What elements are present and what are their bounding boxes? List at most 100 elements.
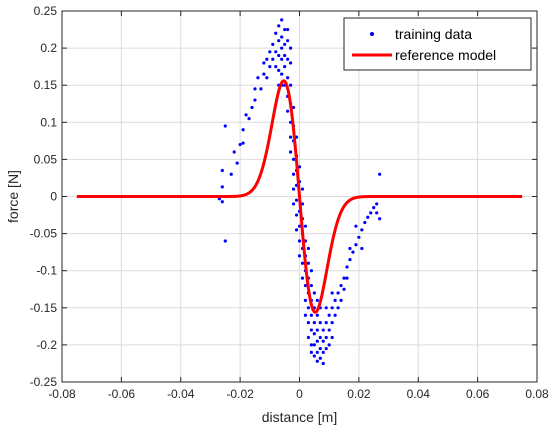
data-point: [294, 213, 299, 217]
y-tick-label: -0.05: [30, 227, 58, 241]
data-point: [291, 105, 296, 110]
data-point: [277, 24, 281, 28]
data-point: [330, 291, 334, 295]
x-axis-label: distance [m]: [262, 409, 337, 425]
data-point: [280, 18, 284, 22]
data-point: [271, 57, 275, 61]
data-point: [271, 42, 275, 46]
data-point: [351, 250, 355, 254]
data-point: [321, 339, 325, 343]
x-tick-label: 0.06: [466, 387, 490, 401]
data-point: [274, 65, 278, 69]
data-point: [318, 335, 322, 340]
data-point: [265, 76, 269, 80]
data-point: [348, 246, 352, 251]
data-point: [294, 198, 299, 202]
data-point: [348, 257, 352, 262]
data-point: [288, 83, 293, 87]
data-point: [259, 87, 263, 91]
data-point: [372, 206, 376, 210]
data-point: [339, 298, 343, 302]
data-point: [280, 46, 284, 50]
data-point: [244, 113, 248, 117]
data-point: [297, 165, 302, 169]
data-point: [327, 313, 331, 317]
y-tick-label: 0: [50, 190, 57, 204]
data-point: [312, 291, 316, 295]
data-point: [303, 298, 308, 302]
data-point: [286, 27, 290, 32]
data-point: [318, 321, 322, 325]
data-point: [294, 228, 299, 232]
data-point: [327, 328, 331, 332]
data-point: [277, 39, 281, 43]
y-tick-label: 0.2: [40, 41, 57, 55]
data-point: [253, 87, 257, 91]
data-point: [312, 343, 316, 347]
x-tick-label: 0.02: [347, 387, 371, 401]
data-point: [309, 313, 313, 317]
data-point: [223, 124, 227, 128]
data-point: [324, 321, 328, 325]
data-point: [309, 328, 313, 332]
data-point: [235, 161, 239, 165]
data-point: [363, 220, 367, 225]
data-point: [333, 313, 337, 317]
data-point: [283, 42, 287, 46]
data-point: [315, 328, 319, 332]
data-point: [360, 228, 364, 232]
y-tick-label: 0.25: [34, 4, 58, 18]
data-point: [280, 35, 284, 39]
legend: training data reference model: [343, 17, 532, 71]
data-point: [378, 172, 382, 176]
data-point: [312, 321, 316, 325]
data-point: [336, 306, 340, 310]
data-point: [315, 350, 319, 354]
data-point: [286, 109, 290, 113]
data-point: [306, 335, 311, 340]
data-point: [232, 150, 236, 154]
x-tick-label: -0.04: [167, 387, 195, 401]
data-point: [306, 306, 311, 310]
y-tick-label: -0.2: [36, 338, 57, 352]
data-point: [280, 72, 284, 76]
data-point: [238, 142, 242, 147]
data-point: [330, 335, 334, 340]
data-point: [309, 350, 313, 354]
data-point: [321, 361, 325, 366]
data-point: [324, 335, 328, 340]
data-point: [318, 356, 322, 360]
data-point: [336, 291, 340, 295]
legend-label-reference-model: reference model: [395, 47, 496, 63]
data-point: [297, 224, 302, 228]
data-point: [321, 328, 325, 332]
data-point: [297, 239, 302, 243]
data-point: [220, 168, 224, 173]
data-point: [342, 276, 346, 280]
data-point: [277, 53, 281, 58]
data-point: [256, 76, 260, 80]
y-tick-label: 0.15: [34, 78, 58, 92]
data-point: [297, 254, 302, 258]
data-point: [283, 27, 287, 32]
data-point: [321, 350, 325, 354]
data-point: [324, 306, 328, 310]
data-point: [312, 354, 316, 358]
data-point: [303, 283, 308, 288]
data-point: [330, 321, 334, 325]
data-point: [324, 347, 328, 351]
data-point: [274, 50, 278, 54]
data-point: [288, 46, 293, 50]
data-point: [277, 68, 281, 72]
x-tick-label: -0.02: [226, 387, 254, 401]
ticks: -0.08 -0.06 -0.04 -0.02 0 0.02 0.04 0.06 0.08 -0.…: [30, 4, 549, 401]
data-point: [250, 105, 254, 110]
data-point: [315, 313, 319, 317]
data-point: [327, 343, 331, 347]
data-point: [360, 246, 364, 251]
data-point: [309, 283, 313, 288]
data-series: [76, 18, 523, 366]
data-point: [366, 215, 370, 219]
legend-marker-training-data: [370, 32, 374, 36]
data-point: [345, 265, 349, 269]
